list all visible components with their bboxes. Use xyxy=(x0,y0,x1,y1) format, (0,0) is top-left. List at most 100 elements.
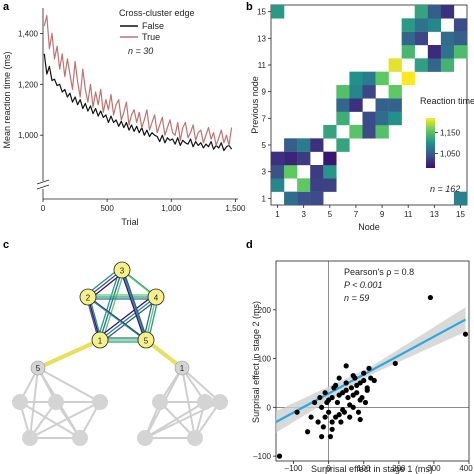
c-node-5 xyxy=(137,331,155,349)
c-node-label-2: 2 xyxy=(86,294,91,303)
a-series-line-true xyxy=(43,15,233,146)
c-node-4 xyxy=(147,288,165,306)
b-cell xyxy=(284,138,298,152)
panel-label-b: b xyxy=(246,1,253,13)
d-x-tick-label: –100 xyxy=(285,464,303,473)
d-point xyxy=(340,407,346,413)
c-node-1 xyxy=(91,331,109,349)
b-cell xyxy=(284,165,298,179)
b-cell xyxy=(388,98,402,112)
d-point xyxy=(333,382,339,388)
d-point xyxy=(304,429,311,435)
a-annotation-n: n = 30 xyxy=(128,46,153,56)
b-annotation-n: n = 162 xyxy=(430,184,460,194)
b-y-tick-label: 3 xyxy=(262,168,267,177)
d-point xyxy=(427,294,433,301)
b-cell xyxy=(440,31,455,46)
c-right-cluster-edge xyxy=(159,401,196,439)
b-cell xyxy=(349,71,363,86)
b-cell xyxy=(349,125,363,139)
c-left-node-label: 5 xyxy=(36,364,41,373)
a-axis-break-2 xyxy=(36,184,50,190)
d-point xyxy=(322,390,328,396)
b-cell xyxy=(414,18,428,32)
c-edge xyxy=(119,267,145,339)
c-edge xyxy=(121,269,147,341)
d-annotation-rho: Pearson's ρ = 0.8 xyxy=(344,267,414,277)
b-cell xyxy=(310,191,324,206)
b-cell xyxy=(297,151,311,166)
c-edge xyxy=(101,298,159,343)
b-y-tick-label: 1 xyxy=(262,194,267,203)
b-colorbar-tick-label: 1,050 xyxy=(440,149,461,158)
b-cell xyxy=(310,178,324,192)
d-point xyxy=(347,414,353,420)
b-cell xyxy=(323,125,337,139)
d-point xyxy=(343,363,349,369)
b-cell xyxy=(453,18,468,32)
b-cell xyxy=(271,178,285,192)
c-node-label-4: 4 xyxy=(154,294,159,303)
d-point xyxy=(371,377,377,384)
b-cell xyxy=(362,71,376,86)
a-legend-title: Cross-cluster edge xyxy=(119,8,195,18)
d-point xyxy=(348,385,355,391)
b-y-tick-label: 13 xyxy=(257,34,266,43)
b-x-tick-label: 15 xyxy=(456,210,465,219)
d-point xyxy=(320,424,326,430)
d-x-tick-label: 400 xyxy=(459,464,473,473)
b-cell xyxy=(427,45,442,59)
b-cell xyxy=(440,5,455,19)
d-point xyxy=(364,387,370,393)
panel-label-a: a xyxy=(3,1,10,13)
b-cell xyxy=(362,85,376,99)
b-cell xyxy=(375,98,389,112)
b-cell xyxy=(349,85,363,99)
b-y-label: Previous node xyxy=(250,76,260,134)
a-legend: Cross-cluster edge False True n = 30 xyxy=(119,8,195,56)
d-x-tick-label: 200 xyxy=(392,464,406,473)
c-edge xyxy=(101,271,125,343)
c-edge xyxy=(97,294,155,339)
c-left-cluster-edge xyxy=(19,401,81,439)
b-cell xyxy=(388,58,402,72)
d-point xyxy=(329,426,335,432)
b-cell xyxy=(453,45,468,59)
b-cell xyxy=(284,151,298,166)
a-series-line-false xyxy=(43,53,233,152)
c-left-node xyxy=(72,430,88,446)
b-cell xyxy=(401,71,415,86)
b-cell xyxy=(297,191,311,206)
b-cell xyxy=(336,138,350,152)
b-cell xyxy=(271,151,285,166)
b-cell xyxy=(375,125,389,139)
b-cell xyxy=(440,58,455,72)
panel-label-d: d xyxy=(246,239,253,251)
c-right-node xyxy=(212,394,228,410)
b-y-tick-label: 7 xyxy=(262,114,267,123)
b-cell xyxy=(336,98,350,112)
c-right-node xyxy=(137,430,153,446)
c-cross-edge-left xyxy=(37,338,101,370)
c-right-node xyxy=(152,394,168,410)
a-x-tick-label: 500 xyxy=(100,204,114,213)
b-cell xyxy=(349,98,363,112)
scatter-chart-d: –100 0 100 200 300 400 –100 0 100 200 Surprisal e… xyxy=(251,260,473,474)
b-cell xyxy=(310,165,324,179)
b-y-tick-label: 5 xyxy=(262,141,267,150)
d-x-tick-label: 100 xyxy=(357,464,371,473)
b-x-tick-label: 3 xyxy=(301,210,306,219)
d-point xyxy=(347,402,353,408)
b-y-tick-label: 11 xyxy=(258,61,267,70)
d-annotation-p: P < 0.001 xyxy=(344,280,382,290)
d-point xyxy=(326,397,332,403)
c-node-2 xyxy=(79,288,97,306)
b-cell xyxy=(427,58,442,72)
c-right-node xyxy=(174,360,190,376)
c-left-node xyxy=(92,394,108,410)
a-x-tick-label: 1,500 xyxy=(225,204,246,213)
c-right-node xyxy=(197,394,213,410)
d-fit-line xyxy=(275,318,467,423)
c-left-node xyxy=(12,394,28,410)
